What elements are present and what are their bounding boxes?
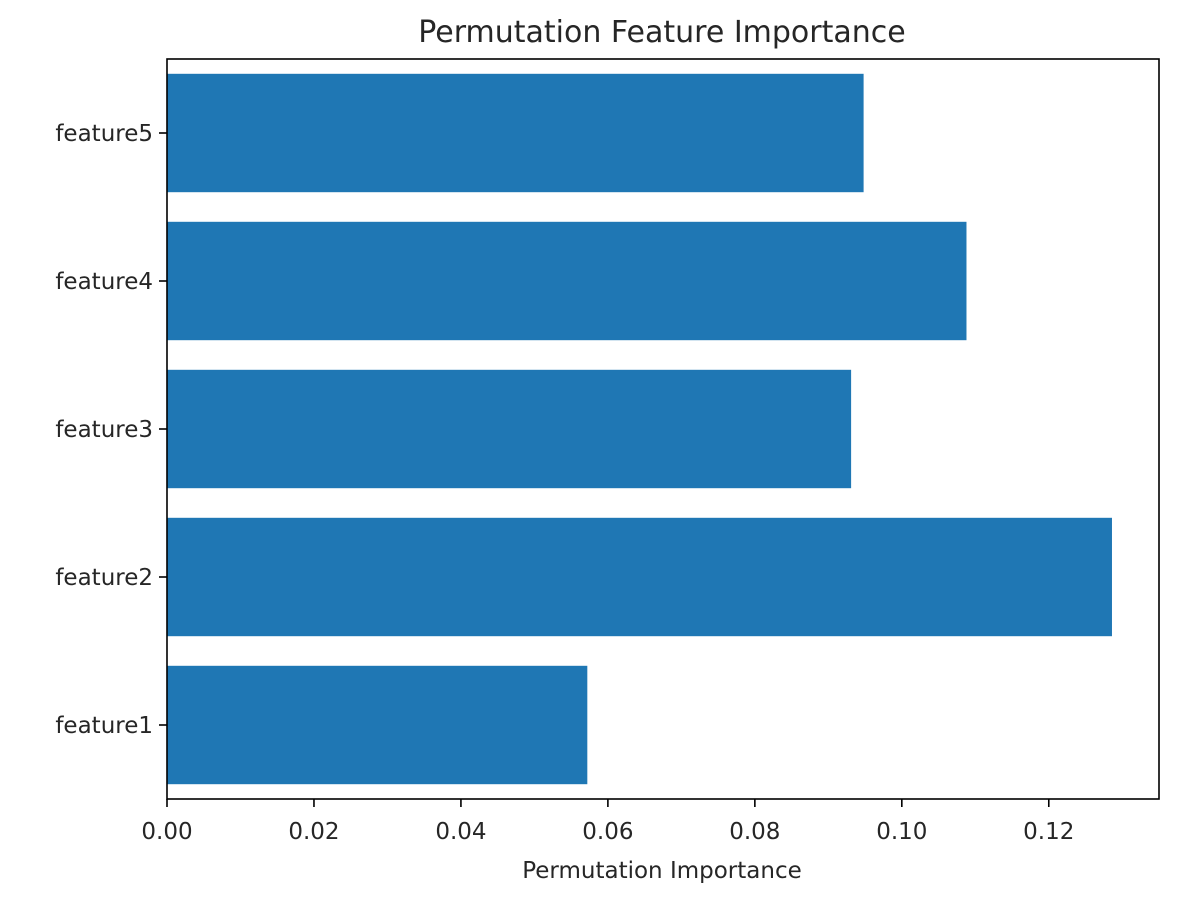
y-tick-label: feature5 xyxy=(55,121,153,147)
bar-feature1 xyxy=(167,665,588,785)
y-tick-label: feature4 xyxy=(55,269,153,295)
x-tick-label: 0.04 xyxy=(435,819,486,845)
bar-feature4 xyxy=(167,221,967,341)
y-tick-label: feature3 xyxy=(55,417,153,443)
bar-feature5 xyxy=(167,73,864,193)
x-tick-label: 0.12 xyxy=(1023,819,1074,845)
y-axis: feature1 feature2 feature3 feature4 feature5 xyxy=(55,121,167,739)
x-axis-label: Permutation Importance xyxy=(522,858,802,884)
y-tick-label: feature1 xyxy=(55,713,153,739)
x-tick-label: 0.02 xyxy=(288,819,339,845)
y-tick-label: feature2 xyxy=(55,565,153,591)
bars-group xyxy=(167,73,1112,785)
chart-title: Permutation Feature Importance xyxy=(418,15,906,50)
x-tick-label: 0.00 xyxy=(141,819,192,845)
bar-feature2 xyxy=(167,517,1112,637)
x-tick-label: 0.10 xyxy=(876,819,927,845)
x-tick-label: 0.08 xyxy=(729,819,780,845)
x-axis: 0.00 0.02 0.04 0.06 0.08 0.10 0.12 xyxy=(141,799,1074,845)
x-tick-label: 0.06 xyxy=(582,819,633,845)
bar-feature3 xyxy=(167,369,852,489)
